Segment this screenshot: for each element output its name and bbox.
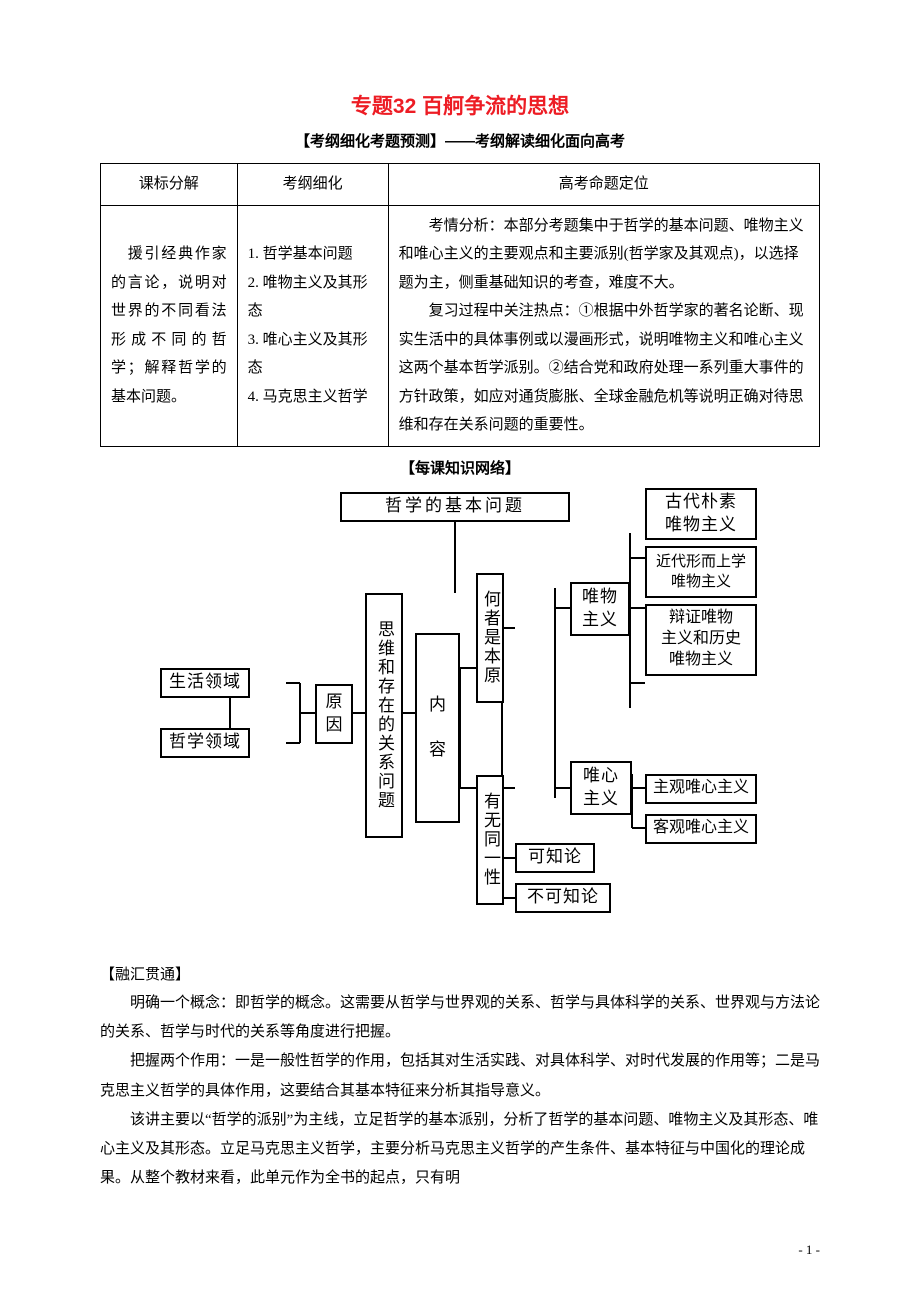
node-unknowable: 不可知论: [515, 883, 611, 913]
node-which-origin: 何者是本原: [476, 573, 504, 703]
node-reason: 原 因: [315, 684, 353, 744]
table-row: 课标分解 考纲细化 高考命题定位: [101, 164, 820, 206]
table-header: 课标分解: [101, 164, 238, 206]
curriculum-decompose-cell: 援引经典作家的言论，说明对世界的不同看法形成不同的哲学；解释哲学的基本问题。: [101, 205, 238, 446]
table-header: 高考命题定位: [388, 164, 819, 206]
node-thinking-existence: 思维和存在的关系问题: [365, 593, 403, 838]
page-subtitle: 【考纲细化考题预测】——考纲解读细化面向高考: [100, 130, 820, 151]
section-heading-network: 【每课知识网络】: [100, 457, 820, 478]
node-life-domain: 生活领域: [160, 668, 250, 698]
syllabus-detail-cell: 1. 哲学基本问题 2. 唯物主义及其形态 3. 唯心主义及其形态 4. 马克思…: [237, 205, 388, 446]
node-materialism: 唯物 主义: [570, 582, 630, 636]
exam-orientation-cell: 考情分析：本部分考题集中于哲学的基本问题、唯物主义和唯心主义的主要观点和主要派别…: [388, 205, 819, 446]
body-text-block: 【融汇贯通】 明确一个概念：即哲学的概念。这需要从哲学与世界观的关系、哲学与具体…: [100, 960, 820, 1194]
page-title: 专题32 百舸争流的思想: [100, 90, 820, 120]
node-ancient-materialism: 古代朴素 唯物主义: [645, 488, 757, 540]
knowledge-network-diagram: 哲学的基本问题 生活领域 哲学领域 原 因 思维和存在的关系问题 内 容 何者是…: [160, 488, 760, 948]
node-basic-question: 哲学的基本问题: [340, 492, 570, 522]
page-container: 专题32 百舸争流的思想 【考纲细化考题预测】——考纲解读细化面向高考 课标分解…: [0, 0, 920, 1302]
node-dialectical-materialism: 辩证唯物 主义和历史 唯物主义: [645, 604, 757, 676]
body-paragraph: 把握两个作用：一是一般性哲学的作用，包括其对生活实践、对具体科学、对时代发展的作…: [100, 1047, 820, 1106]
node-identity: 有无同一性: [476, 775, 504, 905]
node-objective-idealism: 客观唯心主义: [645, 814, 757, 844]
syllabus-table: 课标分解 考纲细化 高考命题定位 援引经典作家的言论，说明对世界的不同看法形成不…: [100, 163, 820, 447]
node-content: 内 容: [415, 633, 460, 823]
node-subjective-idealism: 主观唯心主义: [645, 774, 757, 804]
table-row: 援引经典作家的言论，说明对世界的不同看法形成不同的哲学；解释哲学的基本问题。 1…: [101, 205, 820, 446]
node-idealism: 唯心 主义: [570, 761, 632, 815]
node-philosophy-domain: 哲学领域: [160, 728, 250, 758]
body-paragraph: 该讲主要以“哲学的派别”为主线，立足哲学的基本派别，分析了哲学的基本问题、唯物主…: [100, 1106, 820, 1194]
node-metaphysical-materialism: 近代形而上学 唯物主义: [645, 546, 757, 598]
body-paragraph: 明确一个概念：即哲学的概念。这需要从哲学与世界观的关系、哲学与具体科学的关系、世…: [100, 989, 820, 1048]
page-number: - 1 -: [798, 1242, 820, 1258]
exam-para-1: 考情分析：本部分考题集中于哲学的基本问题、唯物主义和唯心主义的主要观点和主要派别…: [399, 212, 809, 298]
table-header: 考纲细化: [237, 164, 388, 206]
node-knowable: 可知论: [515, 843, 595, 873]
exam-para-2: 复习过程中关注热点：①根据中外哲学家的著名论断、现实生活中的具体事例或以漫画形式…: [399, 297, 809, 440]
section-heading-merge: 【融汇贯通】: [100, 960, 820, 989]
